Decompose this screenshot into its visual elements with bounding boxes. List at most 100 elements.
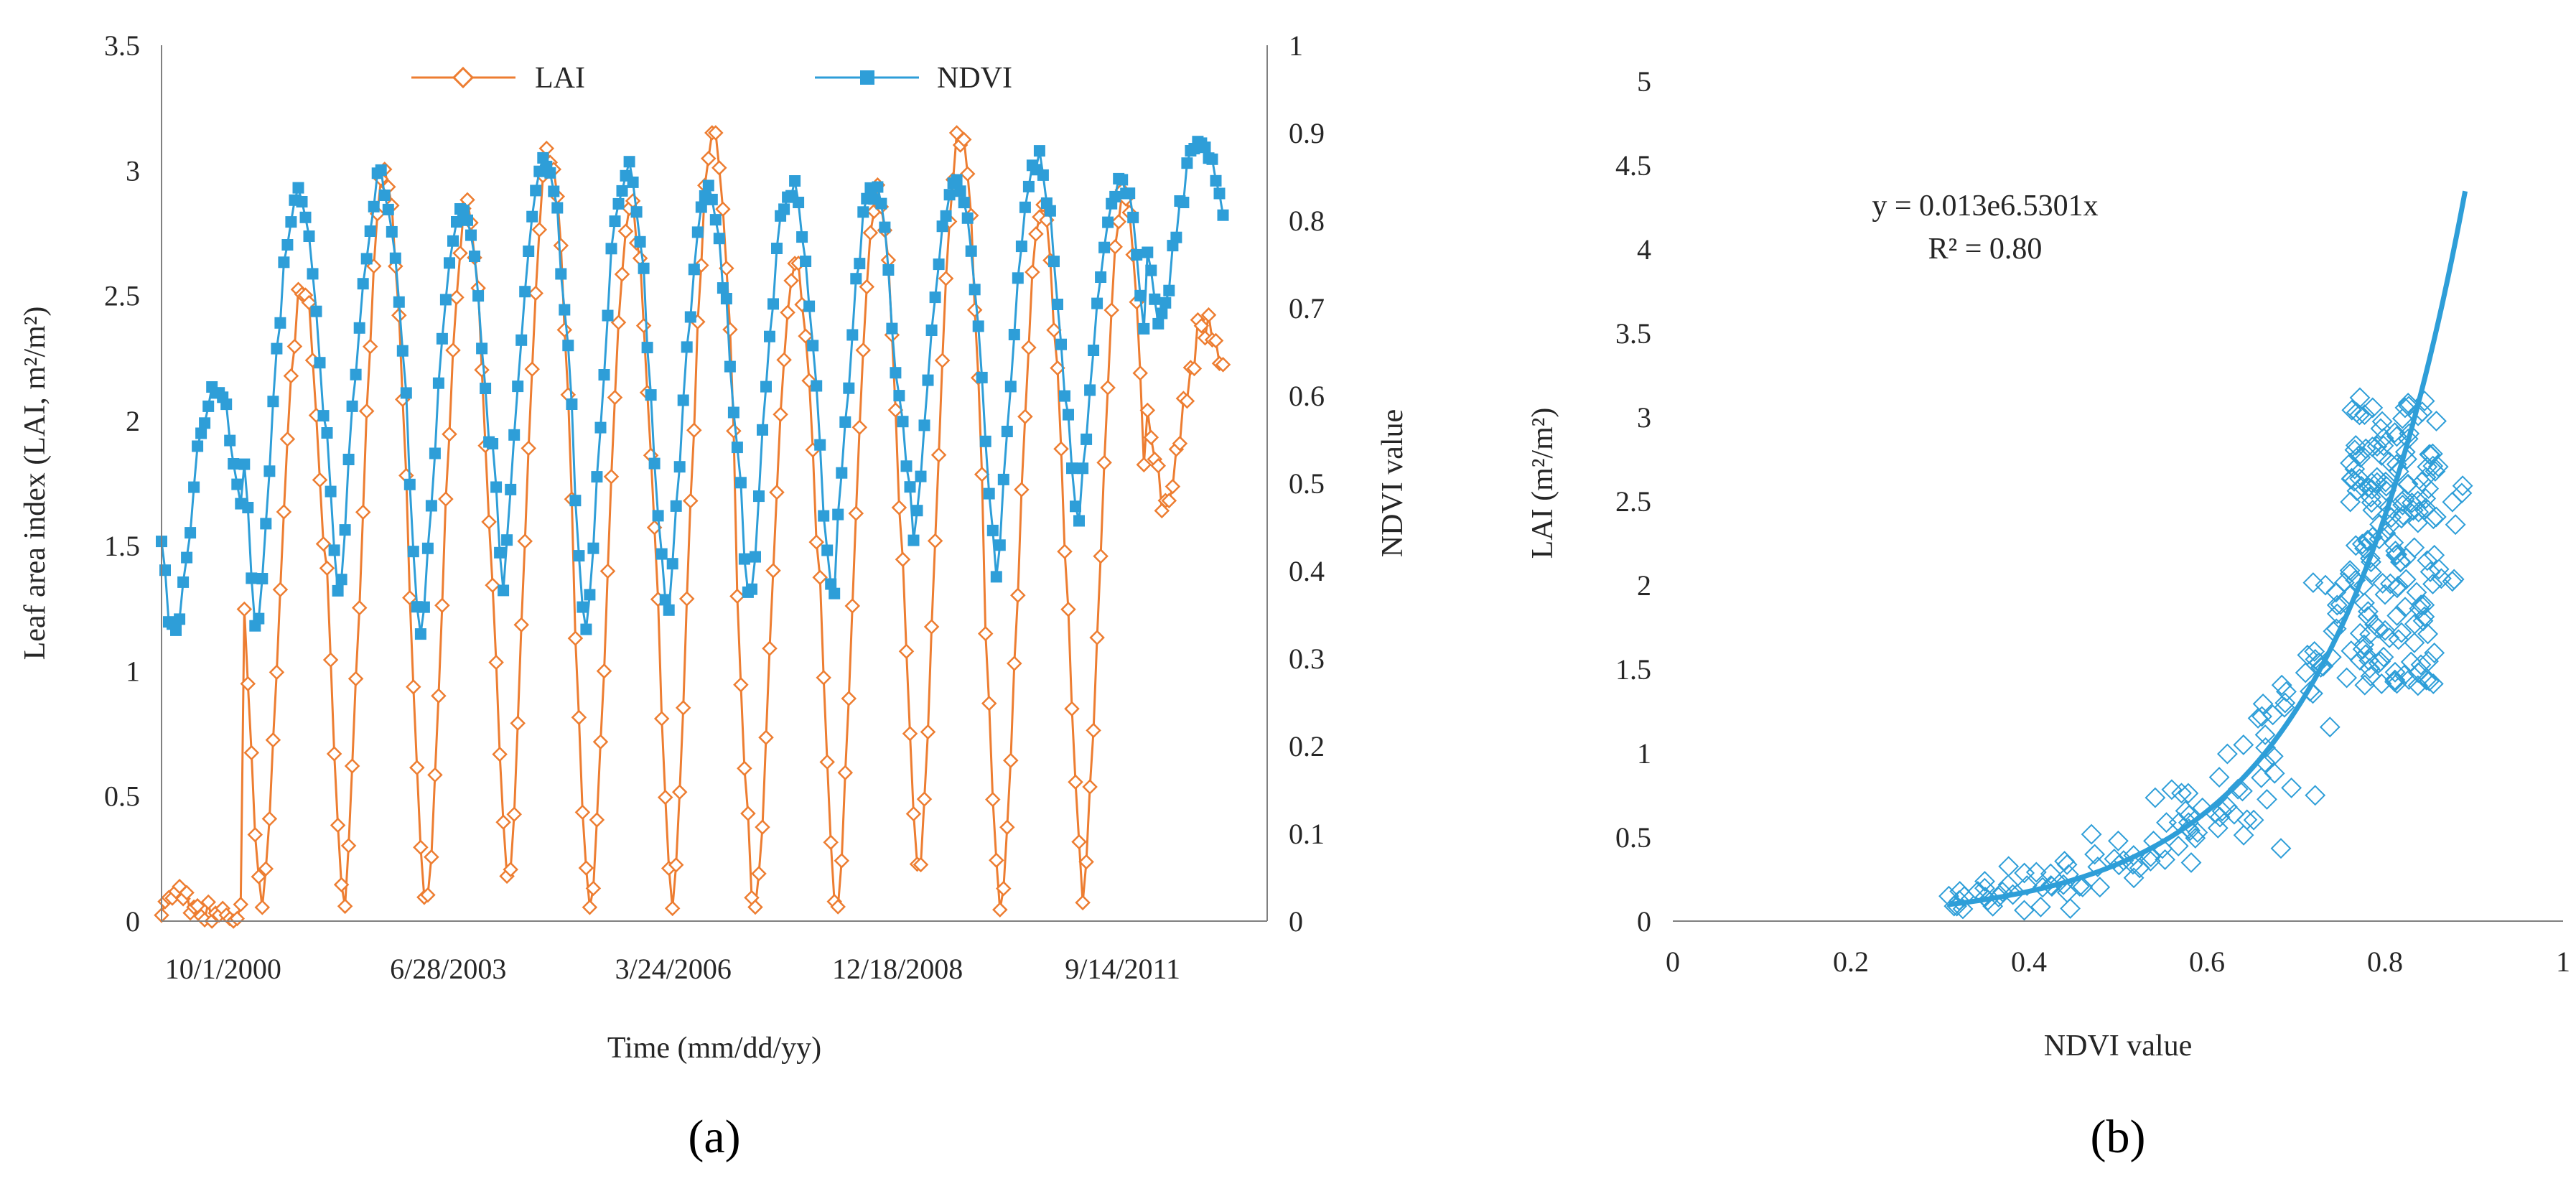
scatter-point (2208, 767, 2230, 788)
lai-point (1100, 380, 1116, 396)
ndvi-point (829, 587, 841, 599)
lai-point (330, 817, 346, 834)
ndvi-point (292, 182, 304, 194)
lai-point (678, 591, 695, 607)
ndvi-point (724, 360, 736, 373)
scatter-point (2443, 569, 2465, 590)
scatter-point (2362, 500, 2384, 521)
lai-point (1089, 630, 1105, 645)
ndvi-point (559, 304, 571, 316)
lai-point (531, 222, 548, 238)
lai-point (513, 617, 529, 633)
ndvi-point (332, 584, 344, 597)
scatter-point (2251, 706, 2272, 727)
lai-point (1021, 340, 1037, 355)
ndvi-point (886, 322, 898, 335)
lai-point (1007, 655, 1022, 671)
lai-point (653, 711, 670, 727)
y-tick-label: 1.5 (104, 530, 140, 562)
scatter-point (2171, 783, 2192, 804)
lai-point (776, 352, 792, 368)
lai-point (1107, 239, 1123, 255)
ndvi-point (472, 290, 485, 302)
ndvi-point (307, 268, 319, 280)
scatter-point (2014, 900, 2035, 921)
ndvi-point (353, 322, 365, 334)
lai-point (664, 900, 681, 917)
ndvi-point (368, 200, 380, 213)
scatter-point (2442, 491, 2463, 513)
lai-point (492, 746, 508, 762)
ndvi-point (969, 284, 981, 296)
lai-point (481, 514, 497, 530)
ndvi-point (1004, 381, 1017, 393)
scatter-point (2384, 422, 2406, 444)
lai-point (337, 898, 353, 915)
ndvi-point (407, 546, 419, 558)
scatter-point (2211, 800, 2233, 822)
scatter-point (2395, 547, 2417, 569)
ndvi-point (1012, 272, 1024, 284)
ndvi-point (915, 470, 927, 482)
scatter-point (2345, 535, 2366, 556)
ndvi-point (720, 293, 732, 304)
lai-point (434, 597, 450, 613)
lai-point (758, 729, 774, 745)
ndvi-point (281, 239, 294, 251)
lai-point (326, 746, 342, 762)
lai-point (358, 403, 375, 419)
ndvi-point (364, 225, 376, 237)
lai-point (265, 732, 281, 748)
ndvi-point (951, 174, 963, 186)
scatter-point (2247, 707, 2269, 729)
lai-point (701, 151, 717, 167)
lai-point (1200, 307, 1217, 323)
ndvi-point (1138, 322, 1150, 335)
ndvi-point (498, 584, 510, 597)
ndvi-point (839, 416, 851, 428)
lai-point (1028, 226, 1044, 242)
scatter-point (2416, 669, 2437, 691)
ndvi-point (342, 454, 355, 465)
ndvi-point (314, 357, 326, 369)
ndvi-point (1084, 384, 1096, 396)
scatter-point (2254, 724, 2276, 745)
y-tick-label: 1 (1637, 737, 1651, 770)
ndvi-point (195, 427, 207, 439)
scatter-point (2360, 487, 2381, 508)
ndvi-point (818, 510, 830, 522)
ndvi-point (1059, 390, 1070, 402)
scatter-point (2175, 800, 2196, 821)
ndvi-point (897, 416, 909, 428)
scatter-point (2404, 613, 2425, 635)
ndvi-point (177, 576, 190, 588)
ndvi-point (480, 383, 492, 394)
series-lai (154, 125, 1231, 929)
ndvi-point (598, 369, 610, 381)
ndvi-point (587, 542, 599, 554)
scatter-point (2207, 817, 2229, 839)
ndvi-point (879, 221, 891, 233)
ndvi-point (1156, 307, 1168, 319)
ndvi-point (566, 398, 578, 410)
ndvi-point (688, 263, 700, 276)
ndvi-point (1070, 500, 1081, 513)
lai-point (938, 271, 954, 286)
ndvi-point (512, 381, 524, 393)
x-axis-title: Time (mm/dd/yy) (607, 1032, 821, 1065)
scatter-point (2379, 573, 2401, 594)
lai-point (510, 715, 526, 732)
ndvi-point (375, 164, 387, 176)
ndvi-point (403, 478, 416, 490)
lai-point (769, 484, 785, 500)
ndvi-point (573, 550, 585, 562)
lai-point (279, 431, 296, 447)
lai-point (571, 709, 587, 726)
scatter-point (2349, 650, 2371, 671)
scatter-point (2398, 669, 2419, 691)
scatter-point (2216, 796, 2238, 818)
ndvi-point (605, 243, 617, 255)
ndvi-point (170, 624, 182, 636)
scatter-point (2370, 650, 2391, 672)
ndvi-point (591, 471, 603, 483)
